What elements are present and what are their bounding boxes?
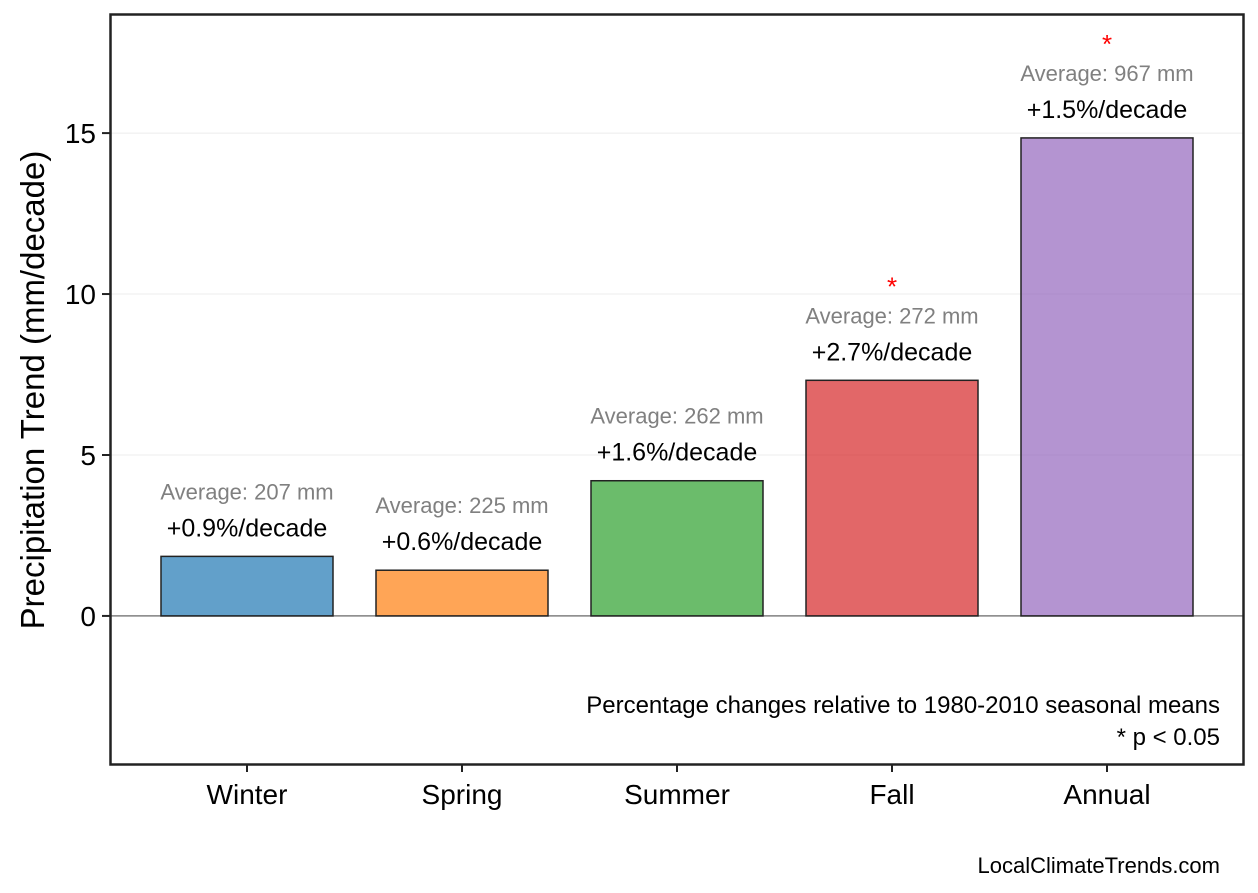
average-label: Average: 225 mm bbox=[375, 493, 548, 518]
bar-annotations: +0.9%/decade Average: 207 mm +0.6%/decade A… bbox=[160, 29, 1193, 556]
average-label: Average: 967 mm bbox=[1020, 61, 1193, 86]
y-tick-label: 5 bbox=[80, 440, 96, 471]
average-label: Average: 272 mm bbox=[805, 303, 978, 328]
x-tick-label: Fall bbox=[869, 779, 914, 810]
bars bbox=[160, 137, 1194, 617]
note-significance: * p < 0.05 bbox=[1117, 724, 1220, 751]
note-baseline: Percentage changes relative to 1980-2010… bbox=[586, 692, 1220, 719]
significance-marker: * bbox=[887, 271, 897, 301]
y-tick-label: 0 bbox=[80, 601, 96, 632]
bar-annual bbox=[1020, 137, 1194, 617]
percent-label: +0.9%/decade bbox=[167, 514, 328, 542]
bar-fall bbox=[805, 379, 979, 617]
x-tick-label: Spring bbox=[422, 779, 503, 810]
percent-label: +1.6%/decade bbox=[597, 439, 758, 467]
x-tick-label: Summer bbox=[624, 779, 730, 810]
x-tick-label: Winter bbox=[207, 779, 288, 810]
average-label: Average: 207 mm bbox=[160, 479, 333, 504]
bar-summer bbox=[590, 479, 764, 617]
y-axis-label: Precipitation Trend (mm/decade) bbox=[14, 151, 51, 630]
y-tick-label: 10 bbox=[65, 279, 96, 310]
percent-label: +1.5%/decade bbox=[1027, 96, 1188, 124]
y-axis: 0 5 10 15 bbox=[65, 118, 110, 632]
average-label: Average: 262 mm bbox=[590, 404, 763, 429]
percent-label: +0.6%/decade bbox=[382, 528, 543, 556]
bar-winter bbox=[160, 555, 334, 617]
significance-marker: * bbox=[1102, 29, 1112, 59]
percent-label: +2.7%/decade bbox=[812, 338, 973, 366]
x-axis: Winter Spring Summer Fall Annual bbox=[207, 764, 1151, 810]
source-credit: LocalClimateTrends.com bbox=[978, 853, 1221, 878]
x-tick-label: Annual bbox=[1063, 779, 1150, 810]
y-tick-label: 15 bbox=[65, 118, 96, 149]
bar-spring bbox=[375, 569, 549, 617]
